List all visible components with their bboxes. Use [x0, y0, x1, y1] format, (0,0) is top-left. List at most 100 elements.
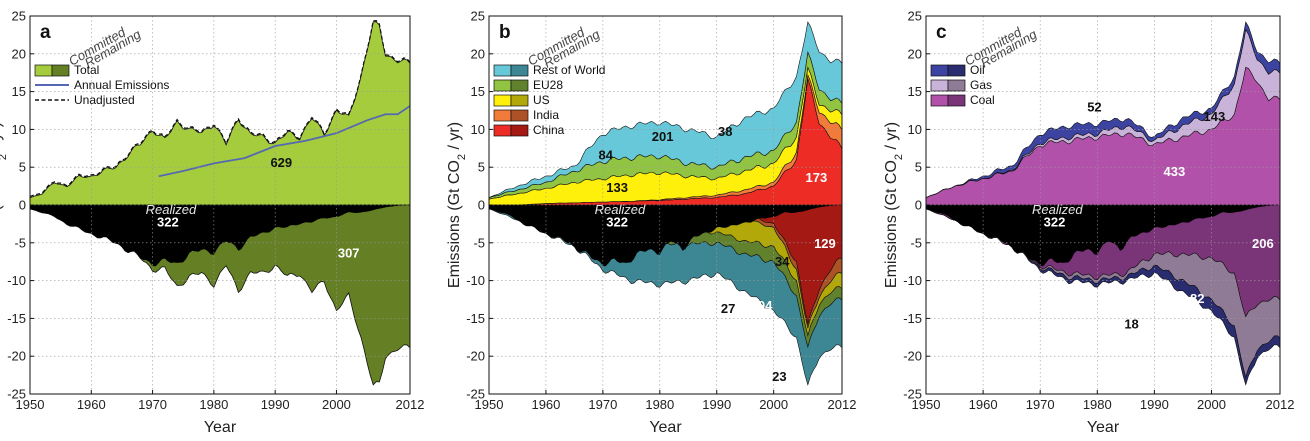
area-realized: [30, 205, 410, 267]
value-label: 307: [338, 246, 360, 261]
legend-swatch-dark: [510, 79, 529, 92]
legend-swatch-dark: [947, 94, 966, 107]
y-tick-label: -25: [903, 387, 922, 402]
x-tick-label: 1960: [531, 397, 560, 412]
x-tick-label: 2012: [396, 397, 425, 412]
y-tick-label: 10: [908, 122, 922, 137]
legend-label: Rest of World: [533, 63, 605, 77]
y-axis-label: Emissions (Gt CO2 / yr): [446, 122, 468, 288]
y-tick-label: -15: [7, 311, 26, 326]
legend-swatch-light: [34, 64, 53, 77]
panel-letter: a: [40, 22, 51, 43]
y-tick-label: 0: [915, 198, 922, 213]
legend-label: Annual Emissions: [74, 78, 169, 92]
y-tick-label: -25: [466, 387, 485, 402]
y-tick-label: 0: [19, 198, 26, 213]
legend-label: Total: [74, 63, 99, 77]
y-tick-label: 25: [471, 9, 485, 24]
y-tick-label: 0: [478, 198, 485, 213]
x-tick-label: 1950: [475, 397, 504, 412]
x-axis-label: Year: [649, 419, 682, 436]
realized-label: Realized: [146, 202, 197, 217]
legend-swatch-light: [930, 64, 949, 77]
x-tick-label: 1980: [199, 397, 228, 412]
x-tick-label: 2000: [322, 397, 351, 412]
y-tick-label: 25: [12, 9, 26, 24]
legend-label: Unadjusted: [74, 93, 135, 107]
y-tick-label: -15: [466, 311, 485, 326]
legend-swatch-dark: [51, 64, 70, 77]
y-axis-label: Emissions (Gt CO2 / yr): [883, 122, 905, 288]
area-committed-rest-of-world: [489, 21, 842, 199]
value-label: 143: [1203, 109, 1225, 124]
x-tick-label: 1950: [912, 397, 941, 412]
panel-letter: c: [936, 22, 947, 43]
x-axis-label: Year: [1087, 419, 1120, 436]
x-tick-label: 1990: [261, 397, 290, 412]
y-tick-label: 15: [908, 84, 922, 99]
y-tick-label: 15: [471, 84, 485, 99]
x-tick-label: 2000: [1197, 397, 1226, 412]
y-tick-label: 5: [915, 160, 922, 175]
value-label: 322: [606, 215, 628, 230]
y-tick-label: -20: [466, 349, 485, 364]
value-label: 433: [1164, 164, 1186, 179]
legend-label: Oil: [970, 63, 985, 77]
y-tick-label: -5: [14, 235, 26, 250]
value-label: 629: [270, 155, 292, 170]
y-tick-label: 5: [478, 160, 485, 175]
legend-label: India: [533, 108, 559, 122]
y-tick-label: 20: [471, 46, 485, 61]
legend-label: US: [533, 93, 550, 107]
legend-label: Gas: [970, 78, 992, 92]
plot-area-c: [926, 21, 1280, 386]
x-tick-label: 1990: [702, 397, 731, 412]
y-tick-label: -10: [7, 273, 26, 288]
value-label: 206: [1252, 236, 1274, 251]
value-label: 52: [1087, 100, 1101, 115]
y-axis-label: Emissions (Gt CO2 / yr): [0, 122, 9, 288]
value-label: 18: [1124, 317, 1138, 332]
legend-swatch-dark: [510, 64, 529, 77]
panel-b: 1950 1960 1970 1980 1990 2000 2012 25 20 15 10 5 0 -5…: [446, 9, 856, 437]
y-tick-label: -20: [7, 349, 26, 364]
value-label: 34: [775, 254, 790, 269]
x-tick-label: 1970: [588, 397, 617, 412]
y-tick-label: 5: [19, 160, 26, 175]
annual-emissions-line: [158, 105, 410, 178]
x-tick-label: 1960: [77, 397, 106, 412]
value-label: 322: [157, 215, 179, 230]
value-label: 84: [598, 147, 613, 162]
y-tick-label: 10: [471, 122, 485, 137]
x-tick-label: 2000: [759, 397, 788, 412]
x-tick-label: 1960: [969, 397, 998, 412]
x-tick-label: 1980: [645, 397, 674, 412]
panel-c: 1950 1960 1970 1980 1990 2000 2012 25 20 15 10 5 0 -5…: [883, 9, 1294, 437]
legend-swatch-dark: [947, 64, 966, 77]
y-tick-label: -5: [473, 235, 485, 250]
x-tick-label: 1950: [16, 397, 45, 412]
legend-swatch-dark: [947, 79, 966, 92]
value-label: 82: [1190, 291, 1204, 306]
legend-swatch-light: [493, 94, 512, 107]
area-realized: [926, 205, 1280, 267]
area-remaining-oil: [926, 208, 1280, 386]
y-tick-label: 15: [12, 84, 26, 99]
legend-swatch-light: [930, 79, 949, 92]
legend-label: China: [533, 123, 565, 137]
value-label: 129: [814, 236, 836, 251]
area-committed-oil: [926, 21, 1280, 199]
x-tick-label: 2012: [1266, 397, 1295, 412]
x-tick-label: 1990: [1140, 397, 1169, 412]
y-tick-label: 25: [908, 9, 922, 24]
y-tick-label: -10: [466, 273, 485, 288]
legend-swatch-dark: [510, 94, 529, 107]
y-tick-label: -20: [903, 349, 922, 364]
x-tick-label: 1970: [1026, 397, 1055, 412]
legend-swatch-light: [493, 109, 512, 122]
